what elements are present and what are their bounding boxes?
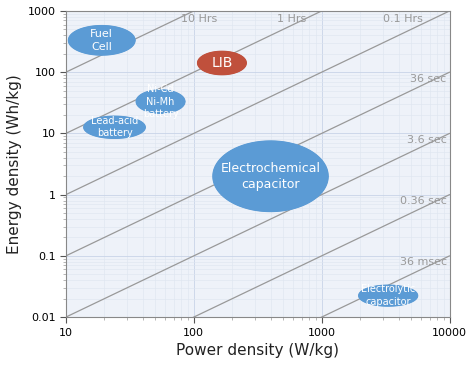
- Text: 0.1 Hrs: 0.1 Hrs: [383, 14, 422, 24]
- Text: LIB: LIB: [211, 56, 233, 70]
- Text: 10 Hrs: 10 Hrs: [182, 14, 218, 24]
- Text: 0.36 sec: 0.36 sec: [400, 196, 447, 206]
- Polygon shape: [359, 285, 418, 306]
- Text: 36 msec: 36 msec: [400, 257, 447, 267]
- Text: 3.6 sec: 3.6 sec: [407, 135, 447, 145]
- Polygon shape: [213, 141, 328, 211]
- Polygon shape: [84, 116, 145, 138]
- X-axis label: Power density (W/kg): Power density (W/kg): [176, 343, 339, 358]
- Text: Ni-Cd
Ni-Mh
battery: Ni-Cd Ni-Mh battery: [143, 84, 178, 119]
- Text: 1 Hrs: 1 Hrs: [277, 14, 307, 24]
- Text: Electrochemical
capacitor: Electrochemical capacitor: [220, 162, 320, 191]
- Text: Fuel
Cell: Fuel Cell: [90, 29, 113, 51]
- Polygon shape: [136, 90, 185, 113]
- Text: 36 sec: 36 sec: [410, 73, 447, 84]
- Text: Lead-acid
battery: Lead-acid battery: [91, 116, 138, 138]
- Y-axis label: Energy density (Wh/kg): Energy density (Wh/kg): [7, 74, 22, 254]
- Text: Electrolytic
capacitor: Electrolytic capacitor: [361, 284, 415, 307]
- Polygon shape: [198, 51, 246, 74]
- Polygon shape: [68, 26, 135, 55]
